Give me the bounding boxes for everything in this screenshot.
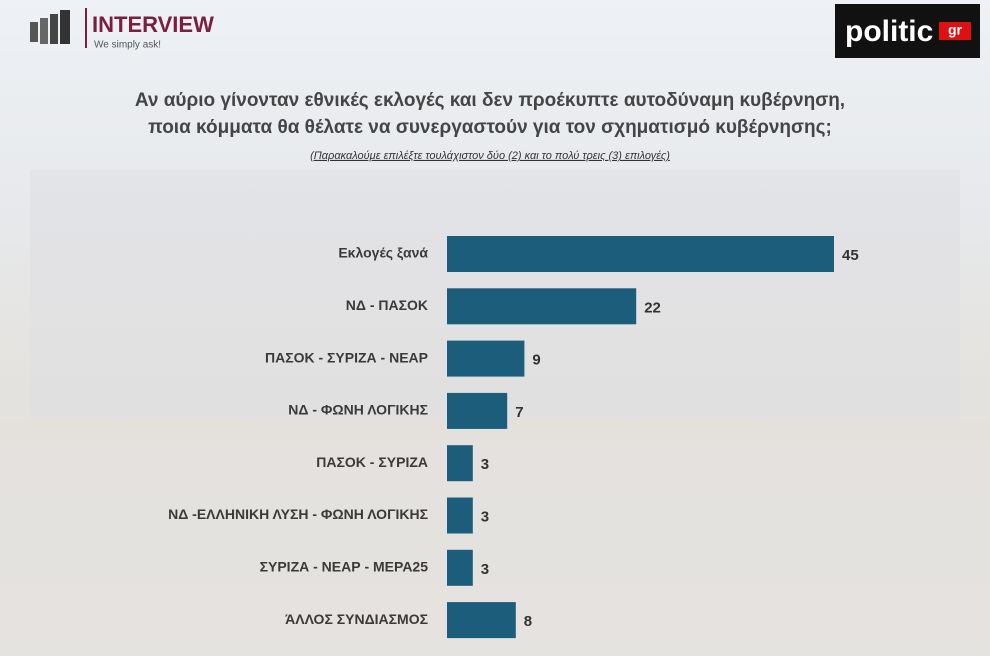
bar [447,445,473,482]
value-label: 3 [481,456,489,473]
bar [447,392,508,429]
category-label: ΝΔ - ΠΑΣΟΚ [346,297,428,313]
tagline: We simply ask! [94,40,161,51]
category-label: Εκλογές ξανά [338,245,428,261]
category-label: ΆΛΛΟΣ ΣΥΝΔΙΑΣΜΟΣ [285,611,428,627]
bar [447,340,525,377]
value-label: 3 [481,508,489,525]
partner-suffix: gr [948,22,963,38]
bar [447,497,473,534]
value-label: 22 [644,299,661,316]
value-label: 7 [515,404,523,421]
category-label: ΝΔ - ΦΩΝΗ ΛΟΓΙΚΗΣ [288,402,428,418]
bar [447,602,516,639]
value-label: 45 [842,247,859,264]
chart-title: Αν αύριο γίνονταν εθνικές εκλογές και δε… [135,90,845,111]
category-label: ΠΑΣΟΚ - ΣΥΡΙΖΑ - ΝΕΑΡ [265,349,428,365]
value-label: 9 [532,352,540,369]
category-label: ΝΔ -ΕΛΛΗΝΙΚΗ ΛΥΣΗ - ΦΩΝΗ ΛΟΓΙΚΗΣ [168,506,428,522]
politic-logo: politic gr [835,4,980,58]
chart-title: ποια κόμματα θα θέλατε να συνεργαστούν γ… [148,117,832,138]
bar [447,288,637,325]
chart-subtitle: (Παρακαλούμε επιλέξτε τουλάχιστον δύο (2… [310,150,670,162]
value-label: 3 [481,561,489,578]
partner: politic [845,15,933,48]
category-label: ΣΥΡΙΖΑ - ΝΕΑΡ - ΜΕΡΑ25 [260,559,429,575]
bar [447,236,834,272]
bar [447,549,473,586]
value-label: 8 [524,613,532,630]
interview-logo: INTERVIEW We simply ask! [30,8,214,51]
category-label: ΠΑΣΟΚ - ΣΥΡΙΖΑ [316,454,428,470]
brand: INTERVIEW [92,12,214,37]
